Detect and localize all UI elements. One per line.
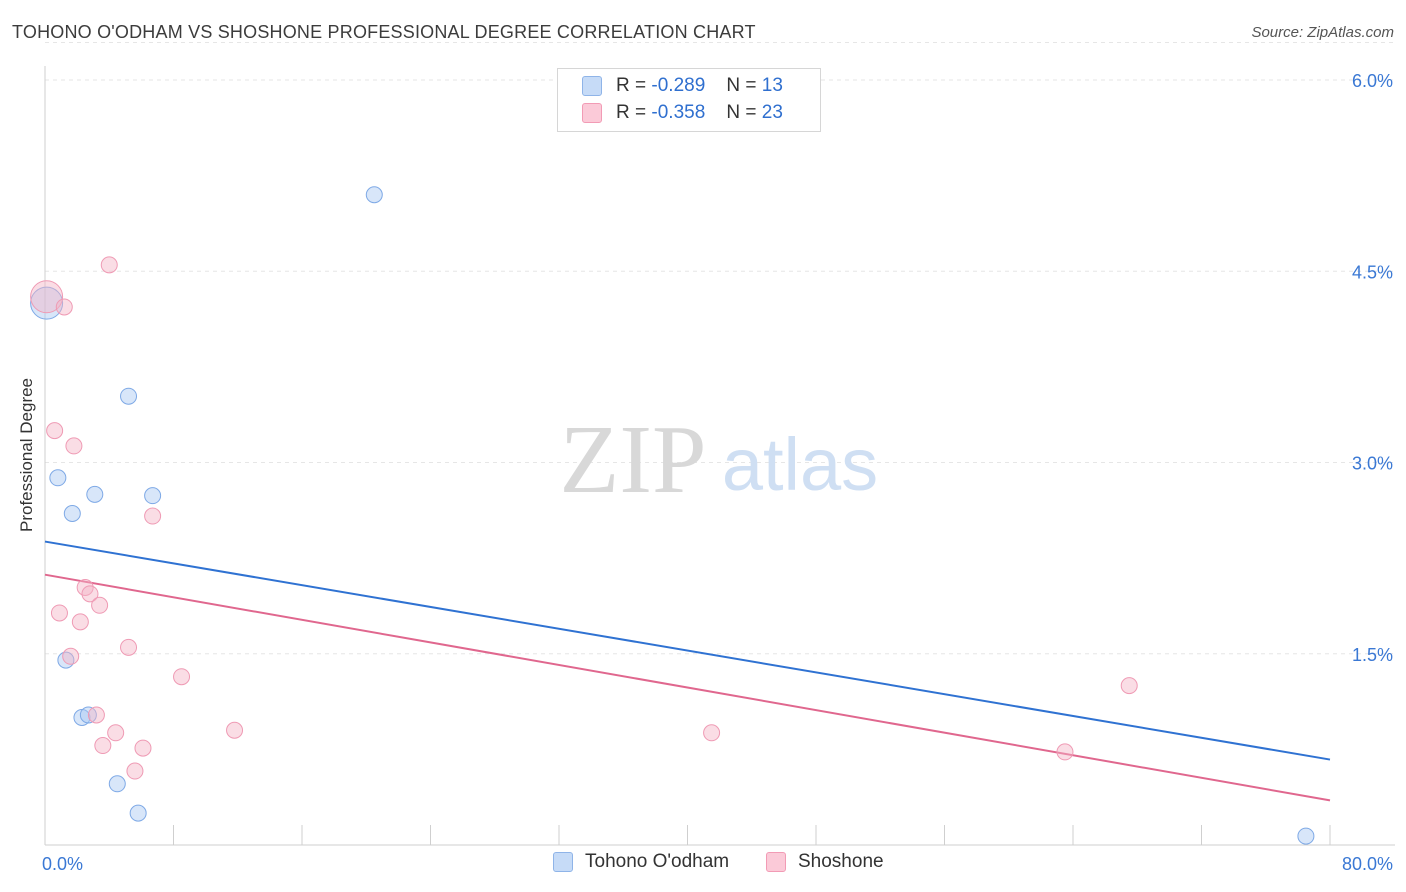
shoshone-point <box>71 613 89 631</box>
legend-item-shoshone[interactable]: Shoshone <box>766 851 884 873</box>
r-label: R = <box>616 102 647 123</box>
shoshone-point <box>91 596 109 614</box>
stats-legend: R = -0.289 N = 13 R = -0.358 N = 23 <box>557 68 821 132</box>
watermark-zip: ZIP <box>560 406 707 514</box>
y-tick-label: 1.5% <box>1352 645 1393 665</box>
axes <box>44 66 1395 846</box>
shoshone-point <box>55 298 73 316</box>
tohono-swatch <box>582 76 602 96</box>
y-tick-label: 4.5% <box>1352 262 1393 282</box>
x-tick-label: 80.0% <box>1342 854 1393 874</box>
r-value: -0.358 <box>651 102 706 123</box>
trend-line-shoshone <box>44 573 1331 802</box>
shoshone-point <box>703 724 721 742</box>
n-value: 13 <box>761 75 783 96</box>
tohono-point <box>49 469 67 487</box>
shoshone-point <box>50 604 68 622</box>
chart-title: TOHONO O'ODHAM VS SHOSHONE PROFESSIONAL … <box>12 22 756 42</box>
watermark-atlas: atlas <box>722 423 878 506</box>
n-label: N = <box>726 102 757 123</box>
trend-lines <box>44 540 1331 802</box>
tohono-point <box>120 387 138 405</box>
shoshone-point <box>1056 743 1074 761</box>
tohono-legend-swatch <box>553 852 573 872</box>
source-label: Source: ZipAtlas.com <box>1251 24 1394 41</box>
r-value: -0.289 <box>651 75 706 96</box>
shoshone-point <box>226 721 244 739</box>
n-value: 23 <box>761 102 783 123</box>
shoshone-point <box>1120 677 1138 695</box>
grid-lines <box>45 42 1395 655</box>
shoshone-point <box>134 739 152 757</box>
shoshone-point <box>144 507 162 525</box>
tohono-point <box>129 804 147 822</box>
tohono-point <box>144 487 162 505</box>
shoshone-point <box>107 724 125 742</box>
legend-label-shoshone: Shoshone <box>798 851 884 872</box>
tohono-point <box>1297 827 1315 845</box>
shoshone-point <box>62 647 80 665</box>
tohono-point <box>86 485 104 503</box>
data-points <box>30 186 1315 845</box>
n-label: N = <box>726 75 757 96</box>
shoshone-point <box>81 585 99 603</box>
shoshone-point <box>120 638 138 656</box>
r-label: R = <box>616 75 647 96</box>
tick-labels: 1.5% 3.0% 4.5% 6.0% 0.0% 80.0% <box>42 71 1393 874</box>
tohono-point <box>108 775 126 793</box>
shoshone-point <box>87 706 105 724</box>
legend-label-tohono: Tohono O'odham <box>585 851 730 872</box>
shoshone-point <box>126 762 144 780</box>
shoshone-swatch <box>582 103 602 123</box>
shoshone-legend-swatch <box>766 852 786 872</box>
legend-item-tohono[interactable]: Tohono O'odham <box>553 851 729 873</box>
y-tick-label: 6.0% <box>1352 71 1393 91</box>
watermark: ZIP atlas <box>560 406 879 514</box>
stats-row-shoshone: R = -0.358 N = 23 <box>582 100 783 126</box>
y-axis-label: Professional Degree <box>17 377 36 533</box>
shoshone-point <box>30 280 64 314</box>
shoshone-point <box>100 256 118 274</box>
shoshone-point <box>173 668 191 686</box>
y-tick-label: 3.0% <box>1352 454 1393 474</box>
tohono-point <box>365 186 383 204</box>
shoshone-point <box>65 437 83 455</box>
trend-line-tohono <box>44 540 1331 761</box>
x-tick-label: 0.0% <box>42 854 83 874</box>
shoshone-point <box>46 422 64 440</box>
stats-row-tohono: R = -0.289 N = 13 <box>582 73 783 99</box>
tohono-point <box>63 505 81 522</box>
shoshone-point <box>94 737 112 755</box>
